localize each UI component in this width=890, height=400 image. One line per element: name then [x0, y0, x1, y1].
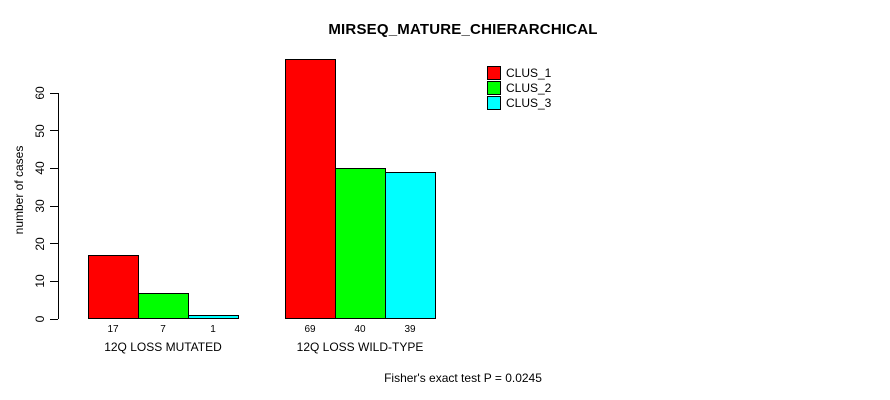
y-tick-mark [50, 92, 58, 94]
y-tick-mark [50, 205, 58, 207]
y-axis-line [58, 93, 59, 319]
category-label: 12Q LOSS MUTATED [104, 340, 222, 354]
bar-value-label: 1 [210, 324, 216, 335]
y-tick-mark [50, 167, 58, 169]
legend-label: CLUS_1 [506, 65, 552, 80]
legend-label: CLUS_2 [506, 80, 552, 95]
legend-row: CLUS_1 [487, 65, 551, 80]
y-tick-label: 10 [33, 274, 47, 289]
y-axis-title: number of cases [12, 145, 26, 235]
y-tick-mark [50, 280, 58, 282]
y-tick-mark [50, 243, 58, 245]
y-tick-label: 60 [33, 86, 47, 100]
y-tick-label: 40 [33, 161, 47, 176]
y-tick-label: 0 [33, 315, 47, 323]
y-tick-label: 50 [33, 123, 47, 138]
bar-clus_2-group1 [138, 293, 189, 319]
legend-swatch [487, 65, 501, 80]
y-tick-label: 20 [33, 236, 47, 251]
bar-clus_3-group2 [385, 172, 436, 319]
bar-clus_1-group1 [88, 255, 139, 319]
legend-label: CLUS_3 [506, 95, 552, 110]
y-tick-mark [50, 318, 58, 320]
bar-clus_1-group2 [285, 59, 336, 319]
stat-test-note: Fisher's exact test P = 0.0245 [384, 371, 542, 385]
bar-clus_2-group2 [335, 168, 386, 319]
bar-value-label: 7 [160, 324, 166, 335]
legend-row: CLUS_3 [487, 95, 551, 110]
legend-row: CLUS_2 [487, 80, 551, 95]
legend-swatch [487, 80, 501, 95]
bar-value-label: 69 [304, 324, 316, 335]
bar-value-label: 40 [354, 324, 366, 335]
y-tick-label: 30 [33, 199, 47, 213]
bar-clus_3-group1 [188, 315, 239, 319]
chart-title: MIRSEQ_MATURE_CHIERARCHICAL [328, 21, 598, 38]
legend-swatch [487, 95, 501, 110]
legend: CLUS_1 CLUS_2 CLUS_3 [487, 65, 551, 110]
category-label: 12Q LOSS WILD-TYPE [296, 340, 424, 354]
bar-value-label: 17 [107, 324, 119, 335]
bar-value-label: 39 [404, 324, 416, 335]
y-tick-mark [50, 130, 58, 132]
